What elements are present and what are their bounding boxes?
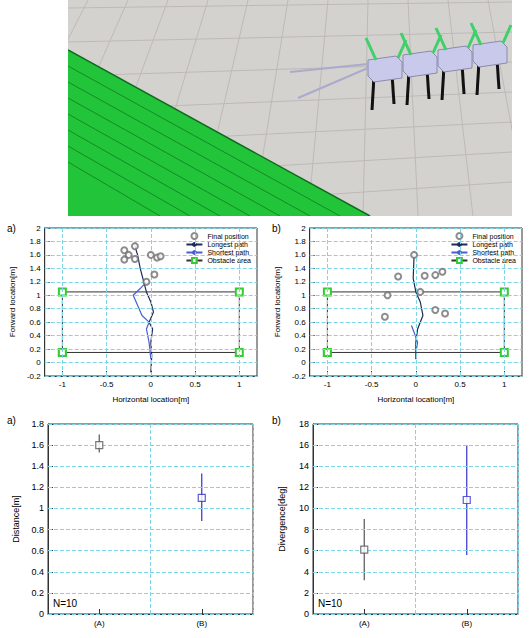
- svg-text:0.2: 0.2: [31, 588, 44, 598]
- svg-text:Longest path: Longest path: [472, 241, 513, 249]
- svg-text:10: 10: [299, 503, 309, 513]
- svg-text:0.8: 0.8: [295, 304, 307, 313]
- svg-text:0.6: 0.6: [295, 318, 307, 327]
- svg-text:1.2: 1.2: [295, 277, 307, 286]
- svg-text:6: 6: [304, 546, 309, 556]
- svg-text:-0.5: -0.5: [365, 380, 379, 389]
- svg-text:(A): (A): [359, 619, 370, 628]
- svg-text:0.6: 0.6: [31, 546, 44, 556]
- svg-text:1.6: 1.6: [31, 440, 44, 450]
- svg-text:Forward location[m]: Forward location[m]: [8, 267, 17, 337]
- svg-text:1.6: 1.6: [295, 250, 307, 259]
- svg-text:2: 2: [304, 588, 309, 598]
- svg-text:2: 2: [36, 224, 41, 233]
- svg-text:N=10: N=10: [318, 598, 343, 609]
- svg-text:Obstacle area: Obstacle area: [472, 257, 516, 264]
- svg-text:1: 1: [502, 380, 507, 389]
- svg-text:0.4: 0.4: [31, 567, 44, 577]
- svg-text:0.4: 0.4: [295, 331, 307, 340]
- svg-text:0: 0: [36, 358, 41, 367]
- svg-text:Horizontal location[m]: Horizontal location[m]: [377, 395, 454, 404]
- svg-text:1.8: 1.8: [30, 237, 42, 246]
- svg-text:N=10: N=10: [53, 598, 78, 609]
- svg-text:(B): (B): [196, 619, 207, 628]
- svg-text:0: 0: [39, 609, 44, 619]
- svg-text:-1: -1: [59, 380, 67, 389]
- svg-text:1: 1: [301, 291, 306, 300]
- svg-text:b): b): [272, 223, 281, 234]
- svg-text:0: 0: [304, 609, 309, 619]
- svg-text:-0.5: -0.5: [100, 380, 114, 389]
- svg-text:16: 16: [299, 440, 309, 450]
- svg-text:0: 0: [149, 380, 154, 389]
- svg-text:-0.2: -0.2: [292, 372, 306, 381]
- svg-text:(A): (A): [94, 619, 105, 628]
- svg-text:0.6: 0.6: [30, 318, 42, 327]
- svg-text:1.8: 1.8: [31, 419, 44, 429]
- svg-text:0.8: 0.8: [31, 525, 44, 535]
- svg-text:1.2: 1.2: [31, 482, 44, 492]
- svg-text:0.8: 0.8: [30, 304, 42, 313]
- svg-text:12: 12: [299, 482, 309, 492]
- svg-text:Longest path: Longest path: [207, 241, 248, 249]
- svg-text:0.4: 0.4: [30, 331, 42, 340]
- svg-text:Shortest path: Shortest path: [207, 249, 250, 256]
- svg-text:-1: -1: [324, 380, 332, 389]
- svg-text:-0.2: -0.2: [27, 372, 41, 381]
- svg-text:0.5: 0.5: [455, 380, 467, 389]
- svg-text:Shortest path: Shortest path: [472, 249, 515, 256]
- svg-text:0.2: 0.2: [30, 345, 42, 354]
- svg-text:1: 1: [36, 291, 41, 300]
- svg-text:0: 0: [414, 380, 419, 389]
- svg-text:2: 2: [301, 224, 306, 233]
- svg-text:18: 18: [299, 419, 309, 429]
- svg-text:b): b): [272, 415, 281, 426]
- svg-text:1.6: 1.6: [30, 250, 42, 259]
- svg-text:(B): (B): [461, 619, 472, 628]
- svg-text:1.8: 1.8: [295, 237, 307, 246]
- svg-text:1: 1: [39, 503, 44, 513]
- svg-text:a): a): [7, 415, 16, 426]
- svg-text:1.4: 1.4: [31, 461, 44, 471]
- svg-text:Final position: Final position: [207, 233, 248, 241]
- svg-text:Horizontal location[m]: Horizontal location[m]: [112, 395, 189, 404]
- svg-text:Distance[m]: Distance[m]: [11, 495, 21, 543]
- svg-text:1.4: 1.4: [30, 264, 42, 273]
- svg-text:Final position: Final position: [472, 233, 513, 241]
- svg-text:0: 0: [301, 358, 306, 367]
- svg-text:1.4: 1.4: [295, 264, 307, 273]
- svg-text:Divergence[deg]: Divergence[deg]: [277, 486, 287, 552]
- svg-text:Obstacle area: Obstacle area: [207, 257, 251, 264]
- svg-text:a): a): [7, 223, 16, 234]
- svg-text:1.2: 1.2: [30, 277, 42, 286]
- svg-text:1: 1: [237, 380, 242, 389]
- svg-text:0.5: 0.5: [190, 380, 202, 389]
- svg-text:8: 8: [304, 525, 309, 535]
- svg-text:4: 4: [304, 567, 309, 577]
- svg-text:14: 14: [299, 461, 309, 471]
- svg-text:0.2: 0.2: [295, 345, 307, 354]
- svg-text:Forward location[m]: Forward location[m]: [273, 267, 282, 337]
